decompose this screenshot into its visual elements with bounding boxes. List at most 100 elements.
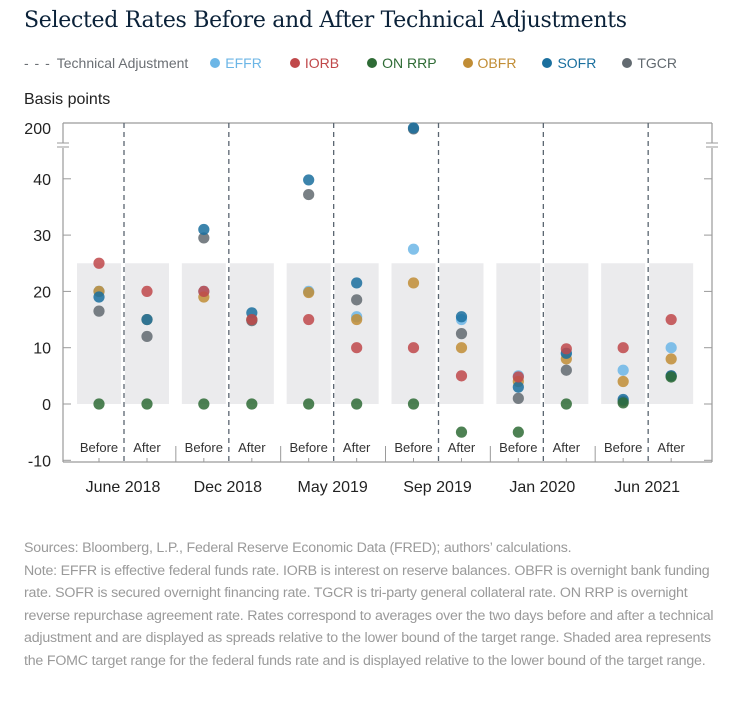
plot-frame <box>57 122 718 463</box>
data-point-onrrp <box>351 398 363 410</box>
group-label: Jun 2021 <box>614 479 680 496</box>
y-tick-label: 40 <box>33 172 51 189</box>
data-point-sofr <box>351 277 363 289</box>
data-point-onrrp <box>407 398 420 410</box>
data-point-iorb <box>665 313 677 326</box>
legend-item-obfr: OBFR <box>462 55 517 71</box>
data-point-tgcr <box>303 188 315 201</box>
y-axis-label: Basis points <box>24 91 111 108</box>
y-tick-label: 20 <box>33 284 51 301</box>
data-point-sofr <box>141 313 153 326</box>
data-points <box>93 122 677 438</box>
data-point-obfr <box>665 353 677 365</box>
dot-icon <box>462 58 473 68</box>
period-label: After <box>553 440 581 455</box>
target-range-shading <box>544 263 589 404</box>
y-tick-label: -10 <box>28 453 51 470</box>
legend-label-sofr: SOFR <box>557 55 597 71</box>
data-point-effr <box>617 364 629 376</box>
target-range-shading <box>181 263 226 404</box>
period-label: After <box>448 440 476 455</box>
period-label: Before <box>394 440 432 455</box>
target-range-shading <box>649 263 694 404</box>
data-point-sofr <box>303 174 315 186</box>
period-label: Before <box>185 440 223 455</box>
data-point-obfr <box>617 375 629 388</box>
period-label: Before <box>290 440 328 455</box>
chart-notes: Sources: Bloomberg, L.P., Federal Reserv… <box>24 537 724 672</box>
target-range-shading <box>286 263 331 404</box>
data-point-onrrp <box>93 398 105 410</box>
period-label: After <box>133 440 161 455</box>
axis-break-gap <box>706 143 718 148</box>
target-range-shading <box>229 263 274 404</box>
data-point-onrrp <box>665 371 677 383</box>
data-point-onrrp <box>303 398 315 410</box>
data-point-iorb <box>455 370 468 382</box>
data-point-tgcr <box>198 232 210 244</box>
dot-icon <box>210 58 221 68</box>
data-point-tgcr <box>351 294 363 306</box>
note-text: Note: EFFR is effective federal funds ra… <box>24 562 714 669</box>
dot-icon <box>367 58 378 68</box>
legend-label-technical-adjustment: Technical Adjustment <box>56 55 189 71</box>
y-tick-label: 200 <box>24 121 51 138</box>
dot-icon <box>542 58 553 68</box>
period-label: After <box>343 440 371 455</box>
data-point-tgcr <box>93 305 105 317</box>
data-point-onrrp <box>560 398 572 410</box>
data-point-iorb <box>93 257 105 269</box>
data-point-sofr <box>93 291 105 303</box>
legend-item-technical-adjustment: - - - Technical Adjustment <box>24 55 188 71</box>
data-point-onrrp <box>512 426 524 438</box>
group-label: Dec 2018 <box>194 479 263 496</box>
y-tick-label: 30 <box>33 228 51 245</box>
data-point-onrrp <box>246 398 258 410</box>
period-label: After <box>657 440 685 455</box>
data-point-onrrp <box>455 426 468 438</box>
data-point-tgcr <box>455 328 468 340</box>
legend: - - - Technical Adjustment EFFR IORB ON … <box>24 55 699 71</box>
legend-label-effr: EFFR <box>225 55 262 71</box>
data-point-obfr <box>407 277 420 289</box>
data-point-iorb <box>141 285 153 297</box>
technical-adjustment-lines <box>123 123 649 462</box>
data-point-tgcr <box>560 364 572 376</box>
data-point-effr <box>407 243 420 255</box>
sources-text: Sources: Bloomberg, L.P., Federal Reserv… <box>24 540 572 556</box>
legend-label-obfr: OBFR <box>477 55 517 71</box>
dashed-line-icon: - - - <box>24 55 51 71</box>
data-point-iorb <box>407 342 420 354</box>
data-point-tgcr <box>141 330 153 343</box>
dot-icon <box>622 58 633 68</box>
data-point-iorb <box>303 313 315 326</box>
data-point-obfr <box>303 286 315 299</box>
y-tick-label: 0 <box>42 397 51 414</box>
legend-item-effr: EFFR <box>210 55 262 71</box>
target-range-shading <box>77 263 121 404</box>
group-label: Sep 2019 <box>403 479 472 496</box>
data-point-iorb <box>246 313 258 326</box>
period-label: Before <box>604 440 642 455</box>
data-point-obfr <box>455 342 468 354</box>
axis-break-gap <box>57 143 69 148</box>
data-point-onrrp <box>198 398 210 410</box>
legend-label-tgcr: TGCR <box>637 55 677 71</box>
data-point-sofr <box>407 122 420 134</box>
legend-item-iorb: IORB <box>289 55 340 71</box>
legend-item-sofr: SOFR <box>542 55 596 71</box>
legend-label-iorb: IORB <box>304 55 340 71</box>
legend-item-onrrp: ON RRP <box>367 55 437 71</box>
data-point-onrrp <box>141 398 153 410</box>
legend-item-tgcr: TGCR <box>622 55 677 71</box>
legend-label-onrrp: ON RRP <box>382 55 437 71</box>
period-label: After <box>238 440 266 455</box>
target-range-shading-layer <box>77 263 694 404</box>
group-label: June 2018 <box>86 479 161 496</box>
period-label: Before <box>80 440 118 455</box>
data-point-sofr <box>455 311 468 323</box>
data-point-sofr <box>198 223 210 236</box>
data-point-iorb <box>560 343 572 355</box>
data-point-obfr <box>351 313 363 326</box>
data-point-iorb <box>351 342 363 354</box>
